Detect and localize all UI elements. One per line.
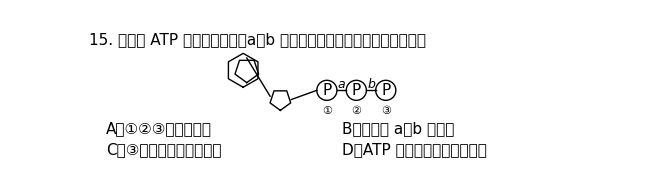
Text: ①: ① [322,106,332,116]
Text: P: P [381,83,391,98]
Text: 15. 如图为 ATP 的结构示意图，a，b 代表某种化学键。下列叙述错误的是: 15. 如图为 ATP 的结构示意图，a，b 代表某种化学键。下列叙述错误的是 [89,32,426,47]
Text: C．③具有较高的转移势能: C．③具有较高的转移势能 [106,142,222,157]
Text: P: P [352,83,361,98]
Text: D．ATP 是一种高能磷酸化合物: D．ATP 是一种高能磷酸化合物 [342,142,487,157]
Text: P: P [322,83,332,98]
Text: B．化学键 a，b 不稳定: B．化学键 a，b 不稳定 [342,121,455,136]
Text: ②: ② [352,106,361,116]
Text: ③: ③ [381,106,391,116]
Text: b: b [367,78,375,91]
Text: a: a [338,78,346,91]
Text: A．①②③代表磷元素: A．①②③代表磷元素 [106,121,212,136]
